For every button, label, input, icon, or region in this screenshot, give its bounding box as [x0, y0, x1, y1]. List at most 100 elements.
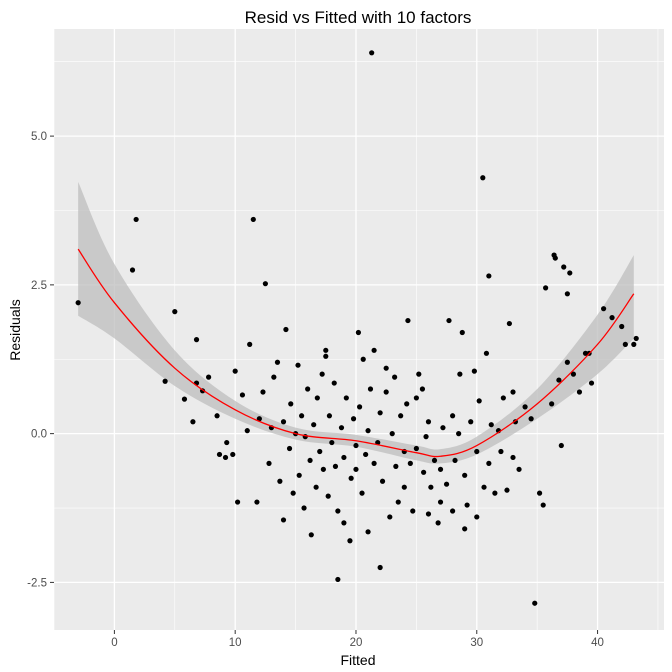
data-point — [266, 460, 272, 466]
data-point — [450, 508, 456, 514]
data-point — [206, 374, 212, 380]
data-point — [576, 389, 583, 395]
data-point — [280, 419, 287, 425]
data-point — [401, 484, 407, 490]
data-point — [331, 380, 337, 386]
data-point — [250, 216, 256, 223]
data-point — [296, 472, 302, 478]
data-point — [335, 576, 341, 583]
data-point — [440, 425, 446, 431]
data-point — [162, 378, 168, 384]
data-point — [239, 392, 246, 398]
data-point — [379, 478, 386, 484]
data-point — [235, 499, 241, 505]
data-point — [398, 413, 404, 419]
data-point — [619, 323, 625, 330]
data-point — [323, 353, 329, 359]
data-point — [283, 326, 289, 333]
data-point — [558, 442, 564, 449]
data-point — [393, 463, 399, 469]
y-axis-title: Residuals — [7, 299, 23, 360]
data-point — [369, 50, 375, 56]
data-point — [457, 371, 463, 377]
data-point — [407, 460, 413, 466]
data-point — [277, 478, 283, 484]
data-point — [216, 451, 223, 458]
data-point — [450, 413, 456, 419]
data-point — [314, 395, 320, 401]
data-point — [383, 389, 389, 395]
data-point — [564, 291, 570, 297]
confidence-ribbon — [78, 181, 634, 464]
data-point — [425, 511, 432, 517]
data-point — [468, 419, 474, 425]
data-point — [459, 329, 465, 336]
x-tick-label: 20 — [350, 637, 363, 649]
data-point — [256, 416, 262, 422]
data-point — [365, 529, 371, 535]
data-point — [462, 472, 468, 478]
data-point — [301, 505, 307, 511]
data-point — [570, 371, 577, 377]
data-point — [536, 490, 543, 496]
data-point — [561, 264, 567, 270]
data-point — [437, 466, 444, 472]
smooth-line-layer — [77, 248, 635, 458]
data-point — [522, 404, 528, 410]
data-point — [230, 451, 236, 458]
data-point — [486, 273, 492, 279]
confidence-ribbon-layer — [78, 181, 634, 464]
data-point — [556, 377, 562, 383]
data-point — [262, 281, 268, 287]
data-point — [510, 389, 516, 395]
data-point — [365, 428, 371, 434]
data-point — [232, 368, 238, 374]
data-point — [371, 460, 377, 466]
data-point — [181, 396, 188, 402]
data-point — [423, 434, 429, 440]
data-point — [299, 413, 305, 419]
data-point — [413, 395, 419, 401]
data-point — [437, 499, 444, 505]
data-point — [532, 600, 538, 606]
y-tick-label: -2.5 — [27, 577, 47, 589]
data-point — [222, 454, 229, 461]
data-point — [244, 428, 250, 434]
y-tick-label: 2.5 — [31, 280, 47, 292]
data-point — [371, 347, 377, 353]
data-point — [75, 300, 81, 306]
data-point — [498, 448, 504, 455]
data-point — [446, 317, 452, 324]
data-point — [308, 532, 314, 538]
data-point — [367, 386, 374, 392]
data-point — [332, 463, 339, 469]
data-point — [247, 341, 253, 347]
data-point — [464, 502, 470, 508]
data-point — [416, 371, 422, 377]
data-point — [271, 374, 277, 380]
data-point — [622, 341, 628, 347]
data-point — [492, 490, 498, 496]
data-point — [476, 398, 482, 404]
x-tick-label: 0 — [111, 637, 117, 649]
data-point — [274, 359, 281, 365]
data-point — [341, 520, 347, 526]
data-point — [506, 320, 512, 327]
data-point — [392, 374, 398, 380]
data-point — [540, 502, 546, 508]
data-point — [343, 395, 349, 401]
data-point — [133, 216, 139, 223]
data-point — [543, 285, 549, 291]
data-point — [474, 448, 480, 455]
data-point — [320, 466, 326, 472]
data-point — [338, 425, 345, 431]
y-tick-label: 5.0 — [31, 131, 47, 143]
data-point — [510, 454, 516, 461]
data-point — [305, 386, 311, 392]
data-point — [280, 517, 287, 523]
data-point — [633, 335, 639, 342]
data-point — [357, 404, 363, 410]
y-tick-label: 0.0 — [31, 429, 47, 441]
data-point — [456, 431, 462, 437]
chart-title: Resid vs Fitted with 10 factors — [245, 8, 472, 27]
